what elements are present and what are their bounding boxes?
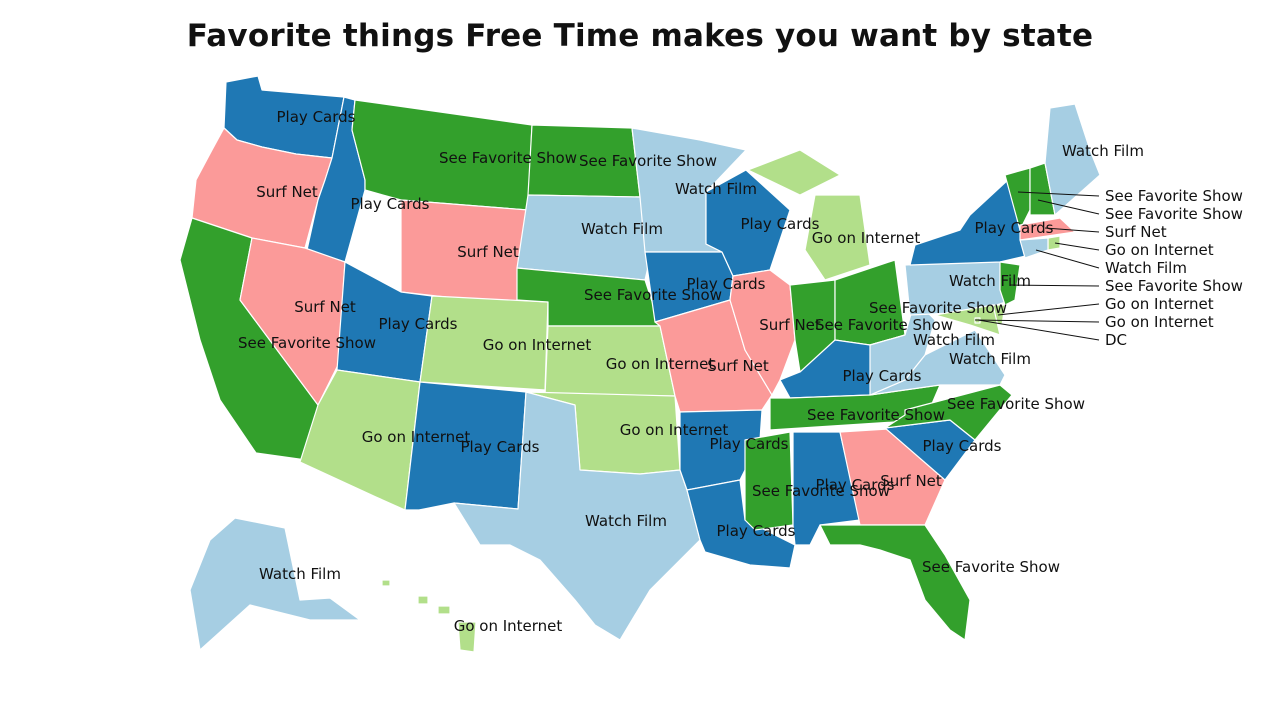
state-wv bbox=[869, 299, 936, 396]
callout-leaders bbox=[974, 191, 1100, 341]
state-label-fl: See Favorite Show bbox=[922, 558, 1060, 576]
state-label-nm: Play Cards bbox=[461, 438, 540, 456]
states-layer bbox=[179, 75, 1101, 653]
state-label-al: Play Cards bbox=[816, 476, 895, 494]
leader-line-dc bbox=[977, 319, 1100, 341]
state-label-ct: Watch Film bbox=[1105, 259, 1187, 277]
state-ri bbox=[1047, 235, 1061, 251]
state-label-ky: Play Cards bbox=[843, 367, 922, 385]
map-title: Favorite things Free Time makes you want… bbox=[186, 18, 1094, 54]
state-nj bbox=[999, 261, 1021, 306]
leader-line-vt bbox=[1017, 191, 1100, 197]
state-label-me: Watch Film bbox=[1062, 142, 1144, 160]
state-label-wv: Watch Film bbox=[913, 331, 995, 349]
state-label-vt: See Favorite Show bbox=[1105, 187, 1243, 205]
state-label-wy: Surf Net bbox=[457, 243, 519, 261]
state-label-ny: Play Cards bbox=[975, 219, 1054, 237]
state-label-in: See Favorite Show bbox=[815, 316, 953, 334]
state-label-md: Go on Internet bbox=[1105, 313, 1214, 331]
state-hi bbox=[381, 579, 477, 653]
state-la bbox=[686, 479, 796, 569]
state-fl bbox=[819, 524, 971, 641]
leader-line-ct bbox=[1035, 249, 1100, 269]
state-label-va: Watch Film bbox=[949, 350, 1031, 368]
state-ak bbox=[189, 517, 361, 651]
state-label-ut: Play Cards bbox=[379, 315, 458, 333]
state-label-ok: Go on Internet bbox=[620, 421, 729, 439]
state-label-ks: Go on Internet bbox=[606, 355, 715, 373]
state-label-ca: See Favorite Show bbox=[238, 334, 376, 352]
state-ms bbox=[744, 431, 794, 531]
state-label-ia: Play Cards bbox=[687, 275, 766, 293]
state-label-ri: Go on Internet bbox=[1105, 241, 1214, 259]
state-label-sc: Play Cards bbox=[923, 437, 1002, 455]
state-label-nd: See Favorite Show bbox=[579, 152, 717, 170]
state-label-mi: Go on Internet bbox=[812, 229, 921, 247]
leader-line-ma bbox=[1044, 227, 1100, 233]
state-label-or: Surf Net bbox=[256, 183, 318, 201]
state-label-nv: Surf Net bbox=[294, 298, 356, 316]
state-me bbox=[1044, 103, 1101, 216]
leader-line-de bbox=[997, 303, 1100, 316]
state-mi bbox=[747, 149, 871, 281]
state-label-mt: See Favorite Show bbox=[439, 149, 577, 167]
state-label-dc: DC bbox=[1105, 331, 1127, 349]
state-label-az: Go on Internet bbox=[362, 428, 471, 446]
state-label-ak: Watch Film bbox=[259, 565, 341, 583]
state-label-oh: See Favorite Show bbox=[869, 299, 1007, 317]
state-label-nj: See Favorite Show bbox=[1105, 277, 1243, 295]
state-label-tn: See Favorite Show bbox=[807, 406, 945, 424]
leader-line-md bbox=[974, 319, 1100, 323]
state-label-nc: See Favorite Show bbox=[947, 395, 1085, 413]
state-label-co: Go on Internet bbox=[483, 336, 592, 354]
state-label-sd: Watch Film bbox=[581, 220, 663, 238]
state-label-ms: See Favorite Show bbox=[752, 482, 890, 500]
state-label-ma: Surf Net bbox=[1105, 223, 1167, 241]
state-label-wi: Play Cards bbox=[741, 215, 820, 233]
leader-line-ri bbox=[1054, 242, 1100, 251]
state-label-la: Play Cards bbox=[717, 522, 796, 540]
state-label-mn: Watch Film bbox=[675, 180, 757, 198]
state-label-ga: Surf Net bbox=[880, 472, 942, 490]
state-label-pa: Watch Film bbox=[949, 272, 1031, 290]
state-md bbox=[934, 304, 1001, 336]
state-label-hi: Go on Internet bbox=[454, 617, 563, 635]
state-label-de: Go on Internet bbox=[1105, 295, 1214, 313]
state-label-id: Play Cards bbox=[351, 195, 430, 213]
state-label-mo: Surf Net bbox=[707, 357, 769, 375]
state-label-nh: See Favorite Show bbox=[1105, 205, 1243, 223]
state-label-ne: See Favorite Show bbox=[584, 286, 722, 304]
leader-line-nh bbox=[1037, 199, 1100, 215]
leader-line-nj bbox=[1009, 284, 1100, 287]
state-label-ar: Play Cards bbox=[710, 435, 789, 453]
state-label-wa: Play Cards bbox=[277, 108, 356, 126]
state-nc bbox=[884, 384, 1013, 441]
state-label-tx: Watch Film bbox=[585, 512, 667, 530]
state-ct bbox=[1019, 237, 1049, 259]
state-label-il: Surf Net bbox=[759, 316, 821, 334]
state-ma bbox=[1019, 217, 1076, 241]
